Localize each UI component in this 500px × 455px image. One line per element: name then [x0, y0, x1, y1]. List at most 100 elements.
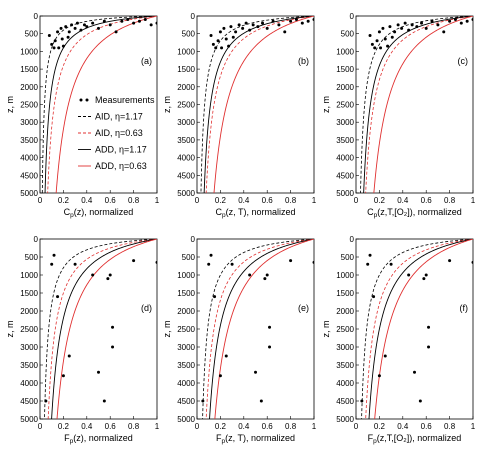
- data-point: [229, 25, 233, 29]
- data-point: [420, 21, 424, 25]
- data-point: [61, 374, 65, 378]
- data-point: [114, 30, 118, 34]
- y-tick-label: 3500: [336, 136, 354, 145]
- data-point: [75, 21, 79, 25]
- x-tick-label: 1: [471, 196, 476, 205]
- legend-label: ADD, η=0.63: [95, 161, 147, 171]
- data-point: [52, 46, 56, 50]
- data-point: [377, 374, 381, 378]
- data-point: [50, 262, 54, 266]
- data-point: [248, 273, 252, 277]
- series-line: [360, 16, 473, 193]
- legend-item: ADD, η=1.17: [78, 145, 147, 155]
- x-tick-label: 0.8: [444, 196, 456, 205]
- data-point: [453, 18, 457, 22]
- data-point: [436, 23, 440, 27]
- data-point: [91, 21, 95, 25]
- legend-label: AID, η=0.63: [95, 128, 143, 138]
- data-point: [277, 23, 281, 27]
- series-line: [365, 239, 473, 419]
- x-tick-label: 1: [312, 422, 317, 431]
- panel-label: (a): [141, 56, 152, 66]
- data-point: [85, 25, 89, 29]
- y-tick-label: 4000: [177, 379, 195, 388]
- y-tick-label: 2500: [20, 325, 38, 334]
- data-point: [306, 19, 310, 23]
- data-point: [294, 18, 298, 22]
- data-point: [97, 370, 100, 374]
- series-line: [203, 16, 314, 193]
- data-point: [422, 277, 426, 281]
- data-point: [471, 260, 473, 264]
- data-point: [403, 21, 407, 25]
- y-tick-label: 2000: [336, 307, 354, 316]
- data-point: [61, 44, 65, 48]
- data-point: [471, 18, 473, 22]
- x-tick-label: 0: [195, 422, 200, 431]
- y-axis-label: z, m: [321, 321, 331, 338]
- panel-e: 0 500 1000 1500 2000 2500 3000 3500 4000 4500 5000…: [162, 235, 317, 445]
- series-line: [213, 16, 314, 193]
- y-tick-label: 2500: [336, 325, 354, 334]
- x-axis-label: Fp(z), normalized: [64, 433, 133, 445]
- data-point: [44, 399, 48, 403]
- data-point: [214, 46, 218, 50]
- y-tick-label: 2500: [177, 101, 195, 110]
- data-point: [268, 345, 272, 349]
- y-tick-label: 5000: [177, 415, 195, 424]
- series-line: [365, 16, 473, 193]
- data-point: [97, 26, 100, 30]
- x-tick-label: 0.6: [262, 422, 274, 431]
- panel-f: 0 500 1000 1500 2000 2500 3000 3500 4000 4500 5000…: [321, 235, 476, 445]
- data-point: [383, 37, 387, 41]
- y-tick-label: 0: [191, 12, 196, 21]
- series-line: [361, 239, 473, 419]
- data-point: [271, 19, 275, 23]
- legend: Measurements AID, η=1.17 AID, η=0.63 ADD, η…: [74, 94, 156, 176]
- y-tick-label: 500: [182, 253, 196, 262]
- y-tick-label: 2500: [20, 101, 38, 110]
- y-tick-label: 1000: [177, 47, 195, 56]
- data-point: [149, 23, 153, 27]
- x-tick-label: 0.8: [128, 422, 140, 431]
- data-point: [82, 23, 86, 27]
- data-point: [47, 33, 51, 37]
- y-tick-label: 3500: [20, 136, 38, 145]
- y-tick-label: 2500: [336, 101, 354, 110]
- x-axis-label: Cp(z,T,[O₂]), normalized: [367, 207, 462, 219]
- legend-label: AID, η=1.17: [95, 112, 143, 122]
- data-point: [91, 273, 95, 277]
- x-tick-label: 0.6: [262, 196, 274, 205]
- data-point: [377, 30, 381, 34]
- data-point: [207, 262, 211, 266]
- x-tick-label: 0.6: [421, 422, 433, 431]
- data-point: [52, 253, 56, 257]
- data-point: [220, 46, 224, 50]
- panel-d: 0 500 1000 1500 2000 2500 3000 3500 4000 4500 5000…: [5, 235, 160, 445]
- x-tick-label: 0.2: [58, 422, 70, 431]
- data-point: [465, 19, 469, 23]
- y-tick-label: 4000: [177, 154, 195, 163]
- x-tick-label: 0.6: [105, 196, 117, 205]
- y-tick-label: 5000: [20, 189, 38, 198]
- data-point: [59, 26, 63, 30]
- data-point: [390, 35, 394, 39]
- legend-item: AID, η=1.17: [78, 112, 143, 122]
- data-point: [67, 354, 71, 358]
- x-tick-label: 0.4: [81, 196, 93, 205]
- data-point: [459, 21, 463, 25]
- legend-item: ADD, η=0.63: [78, 161, 147, 171]
- y-tick-label: 2000: [20, 307, 38, 316]
- y-tick-label: 3500: [336, 361, 354, 370]
- legend-item: Measurements: [79, 95, 155, 105]
- series-line: [363, 16, 473, 193]
- data-point: [366, 262, 370, 266]
- data-point: [53, 39, 57, 43]
- legend-marker: [85, 98, 89, 102]
- series-line: [51, 239, 157, 419]
- data-point: [230, 262, 234, 266]
- y-axis-label: z, m: [162, 321, 172, 338]
- panel-label: (e): [298, 303, 309, 313]
- y-tick-label: 0: [34, 235, 39, 244]
- panel-label: (d): [141, 303, 152, 313]
